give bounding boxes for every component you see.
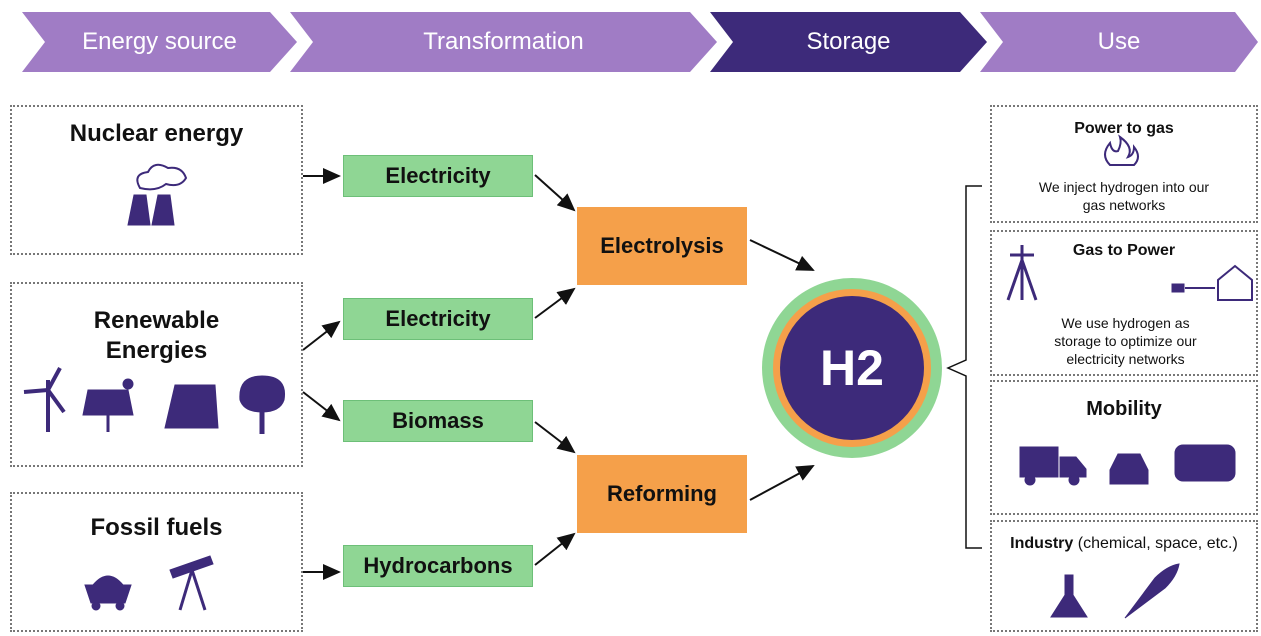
source-box — [10, 492, 303, 632]
arrows — [302, 168, 815, 580]
source-label: Nuclear energy — [69, 120, 244, 147]
use-box — [990, 520, 1258, 632]
source-box — [10, 105, 303, 255]
use-box — [990, 105, 1258, 223]
carrier-box: Electricity — [343, 298, 533, 340]
icons — [23, 134, 1253, 619]
use-title: Power to gas — [1074, 120, 1174, 137]
carrier-box: Hydrocarbons — [343, 545, 533, 587]
stage-label: Transformation — [423, 28, 584, 55]
process-box: Electrolysis — [577, 207, 747, 285]
header-chevrons — [22, 12, 1258, 72]
source-box — [10, 282, 303, 467]
stage-label: Storage — [806, 28, 891, 55]
storage-label: H2 — [820, 340, 884, 396]
use-text: We use hydrogen as storage to optimize o… — [1054, 315, 1197, 367]
carrier-box: Biomass — [343, 400, 533, 442]
use-box — [990, 380, 1258, 515]
stage-label: Energy source — [82, 28, 237, 55]
source-label: Fossil fuels — [90, 514, 223, 541]
use-title: Mobility — [1086, 398, 1162, 420]
use-title: Gas to Power — [1072, 242, 1176, 259]
use-detail: (chemical, space, etc.) — [1077, 535, 1238, 552]
use-text: We inject hydrogen into our gas networks — [1038, 179, 1210, 213]
stage-label: Use — [1097, 28, 1141, 55]
bracket — [946, 185, 982, 549]
carrier-box: Electricity — [343, 155, 533, 197]
use-box — [990, 230, 1258, 376]
use-heading: Industry (chemical, space, etc.) — [990, 535, 1258, 553]
h2-circle — [762, 278, 942, 458]
use-title: Industry — [1010, 535, 1074, 552]
process-box: Reforming — [577, 455, 747, 533]
source-label: Renewable Energies — [93, 307, 220, 364]
